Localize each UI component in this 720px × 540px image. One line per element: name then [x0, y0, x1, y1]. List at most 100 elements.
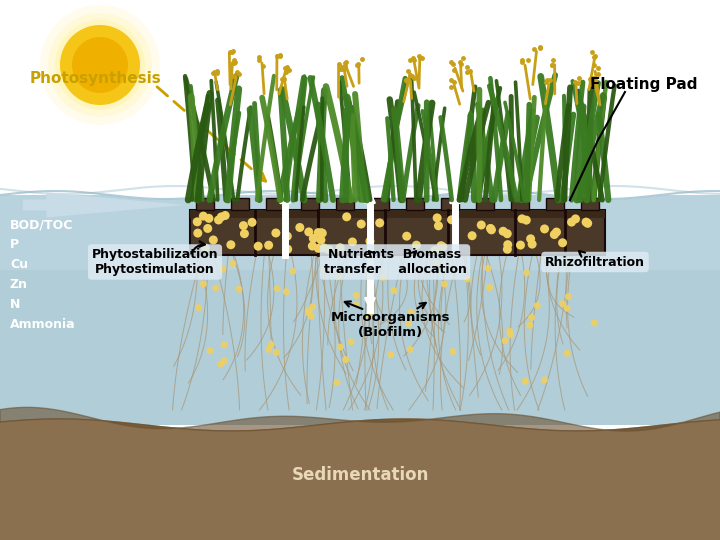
Circle shape — [431, 246, 439, 255]
Circle shape — [564, 293, 572, 300]
Text: Cu: Cu — [10, 259, 28, 272]
Circle shape — [582, 218, 590, 227]
Circle shape — [366, 237, 374, 246]
Circle shape — [201, 244, 210, 253]
Circle shape — [499, 227, 508, 236]
Circle shape — [221, 357, 228, 364]
Circle shape — [314, 228, 323, 237]
Circle shape — [317, 228, 325, 237]
Bar — [255, 210, 318, 218]
Bar — [511, 198, 529, 210]
Circle shape — [390, 287, 397, 294]
Circle shape — [348, 238, 357, 246]
Text: Nutrients  Biomass
transfer    allocation: Nutrients Biomass transfer allocation — [323, 248, 467, 276]
Circle shape — [306, 309, 312, 316]
Circle shape — [464, 275, 471, 282]
Bar — [0, 195, 720, 425]
Text: Phytostabilization
Phytostimulation: Phytostabilization Phytostimulation — [91, 248, 218, 276]
Bar — [448, 210, 515, 218]
Circle shape — [219, 266, 226, 273]
Circle shape — [436, 241, 446, 250]
Circle shape — [438, 242, 447, 251]
Circle shape — [564, 350, 571, 357]
Circle shape — [320, 266, 328, 273]
Circle shape — [379, 274, 387, 281]
Circle shape — [441, 280, 448, 287]
Bar — [336, 198, 354, 210]
Circle shape — [412, 241, 421, 249]
Circle shape — [522, 215, 531, 225]
Circle shape — [333, 379, 341, 386]
Bar — [406, 198, 424, 210]
Bar — [196, 198, 214, 210]
Circle shape — [220, 341, 228, 348]
Bar — [565, 210, 605, 218]
Text: Zn: Zn — [10, 279, 28, 292]
Circle shape — [318, 228, 327, 238]
Circle shape — [337, 343, 343, 350]
Circle shape — [503, 240, 512, 249]
Circle shape — [506, 328, 513, 335]
Text: N: N — [10, 299, 20, 312]
Circle shape — [203, 224, 212, 233]
Circle shape — [268, 341, 274, 348]
Circle shape — [273, 349, 279, 356]
Circle shape — [541, 376, 548, 383]
Circle shape — [193, 217, 202, 226]
Circle shape — [209, 235, 218, 245]
Bar — [371, 198, 389, 210]
Bar — [385, 210, 448, 218]
Circle shape — [528, 314, 535, 321]
Bar — [301, 198, 319, 210]
Circle shape — [48, 13, 152, 117]
Bar — [318, 210, 385, 218]
Text: Photosynthesis: Photosynthesis — [30, 71, 162, 85]
Circle shape — [307, 313, 315, 320]
Circle shape — [72, 37, 128, 93]
Bar — [546, 198, 564, 210]
Circle shape — [342, 356, 349, 363]
Bar — [476, 198, 494, 210]
Circle shape — [356, 220, 366, 228]
Bar — [0, 195, 720, 270]
Circle shape — [348, 339, 355, 346]
Circle shape — [487, 225, 496, 234]
Text: Floating Pad: Floating Pad — [590, 78, 698, 92]
Circle shape — [204, 214, 213, 223]
Circle shape — [274, 285, 281, 292]
Circle shape — [485, 265, 492, 272]
Circle shape — [229, 260, 236, 267]
Circle shape — [477, 220, 486, 230]
Circle shape — [253, 242, 263, 251]
Circle shape — [559, 300, 566, 307]
Circle shape — [447, 215, 456, 224]
Circle shape — [507, 331, 514, 338]
Circle shape — [433, 259, 439, 266]
Bar — [190, 210, 255, 218]
Circle shape — [309, 303, 316, 310]
Circle shape — [264, 241, 273, 249]
Bar — [231, 198, 249, 210]
Circle shape — [217, 361, 224, 368]
Circle shape — [212, 285, 220, 292]
Circle shape — [214, 215, 223, 225]
Circle shape — [375, 219, 384, 227]
Circle shape — [387, 351, 395, 358]
Circle shape — [217, 212, 226, 221]
Bar — [0, 0, 720, 195]
Circle shape — [526, 322, 534, 329]
Circle shape — [467, 231, 477, 240]
Circle shape — [590, 319, 598, 326]
Circle shape — [40, 5, 160, 125]
Circle shape — [353, 292, 360, 299]
Circle shape — [319, 244, 328, 252]
Circle shape — [552, 227, 561, 237]
Circle shape — [352, 301, 359, 308]
Bar — [581, 198, 599, 210]
Text: Microorganisms
(Biofilm): Microorganisms (Biofilm) — [330, 311, 450, 339]
Circle shape — [534, 302, 541, 309]
Circle shape — [402, 232, 411, 241]
Bar — [515, 210, 565, 218]
Circle shape — [516, 241, 525, 249]
Circle shape — [265, 346, 272, 353]
